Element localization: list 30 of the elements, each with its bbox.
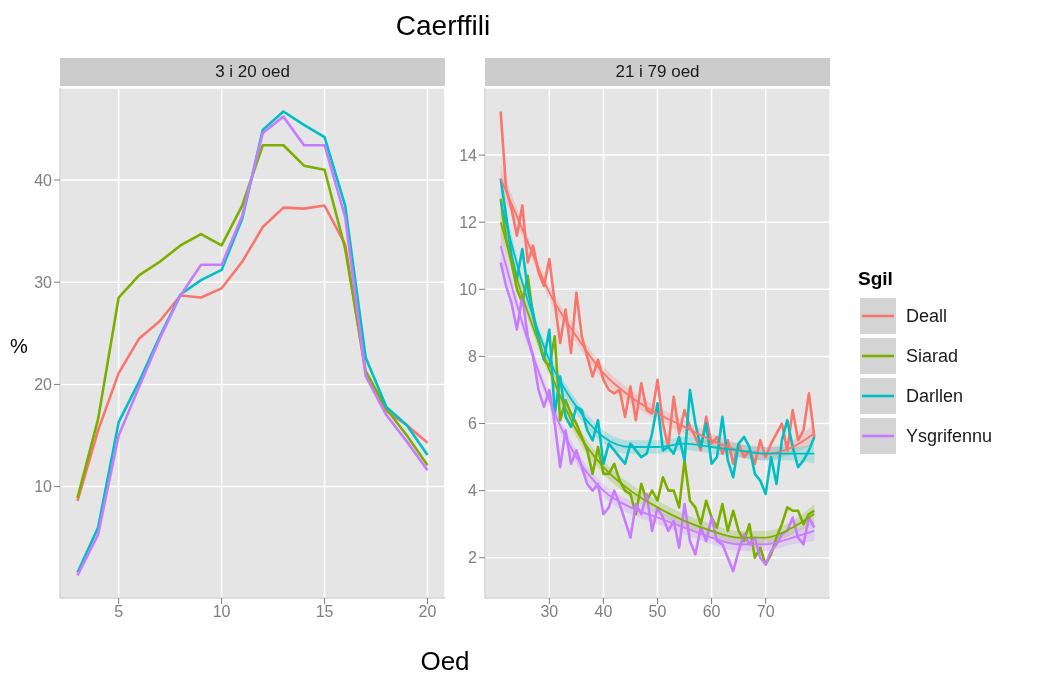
y-tick-label: 14: [459, 146, 478, 164]
legend-label: Ysgrifennu: [906, 425, 993, 447]
legend-label: Deall: [906, 305, 948, 327]
y-tick-label: 8: [468, 348, 478, 366]
y-tick-label: 6: [468, 415, 478, 433]
y-axis-title: %: [10, 335, 28, 358]
x-tick-label: 15: [315, 603, 334, 621]
y-tick-label: 4: [468, 482, 478, 500]
chart-subtitle: 3 i 20 oed: [60, 58, 445, 86]
x-tick-label: 10: [212, 603, 231, 621]
chart-subtitle: 21 i 79 oed: [485, 58, 830, 86]
y-tick-label: 20: [34, 376, 53, 394]
y-tick-label: 10: [34, 478, 53, 496]
x-tick-label: 40: [594, 603, 613, 621]
x-tick-label: 60: [702, 603, 721, 621]
x-tick-label: 5: [114, 603, 124, 621]
y-tick-label: 40: [34, 171, 53, 189]
legend-label: Darllen: [906, 385, 964, 407]
y-tick-label: 30: [34, 273, 53, 291]
y-tick-label: 2: [468, 549, 478, 567]
x-tick-label: 20: [418, 603, 437, 621]
x-tick-label: 30: [540, 603, 559, 621]
x-tick-label: 50: [648, 603, 667, 621]
y-tick-label: 12: [459, 213, 478, 231]
chart-title: Caerffili: [394, 10, 492, 42]
x-tick-label: 70: [756, 603, 775, 621]
legend-label: Siarad: [906, 345, 959, 367]
legend-title: Sgil: [858, 268, 894, 290]
x-axis-title: Oed: [419, 646, 471, 677]
y-tick-label: 10: [459, 281, 478, 298]
